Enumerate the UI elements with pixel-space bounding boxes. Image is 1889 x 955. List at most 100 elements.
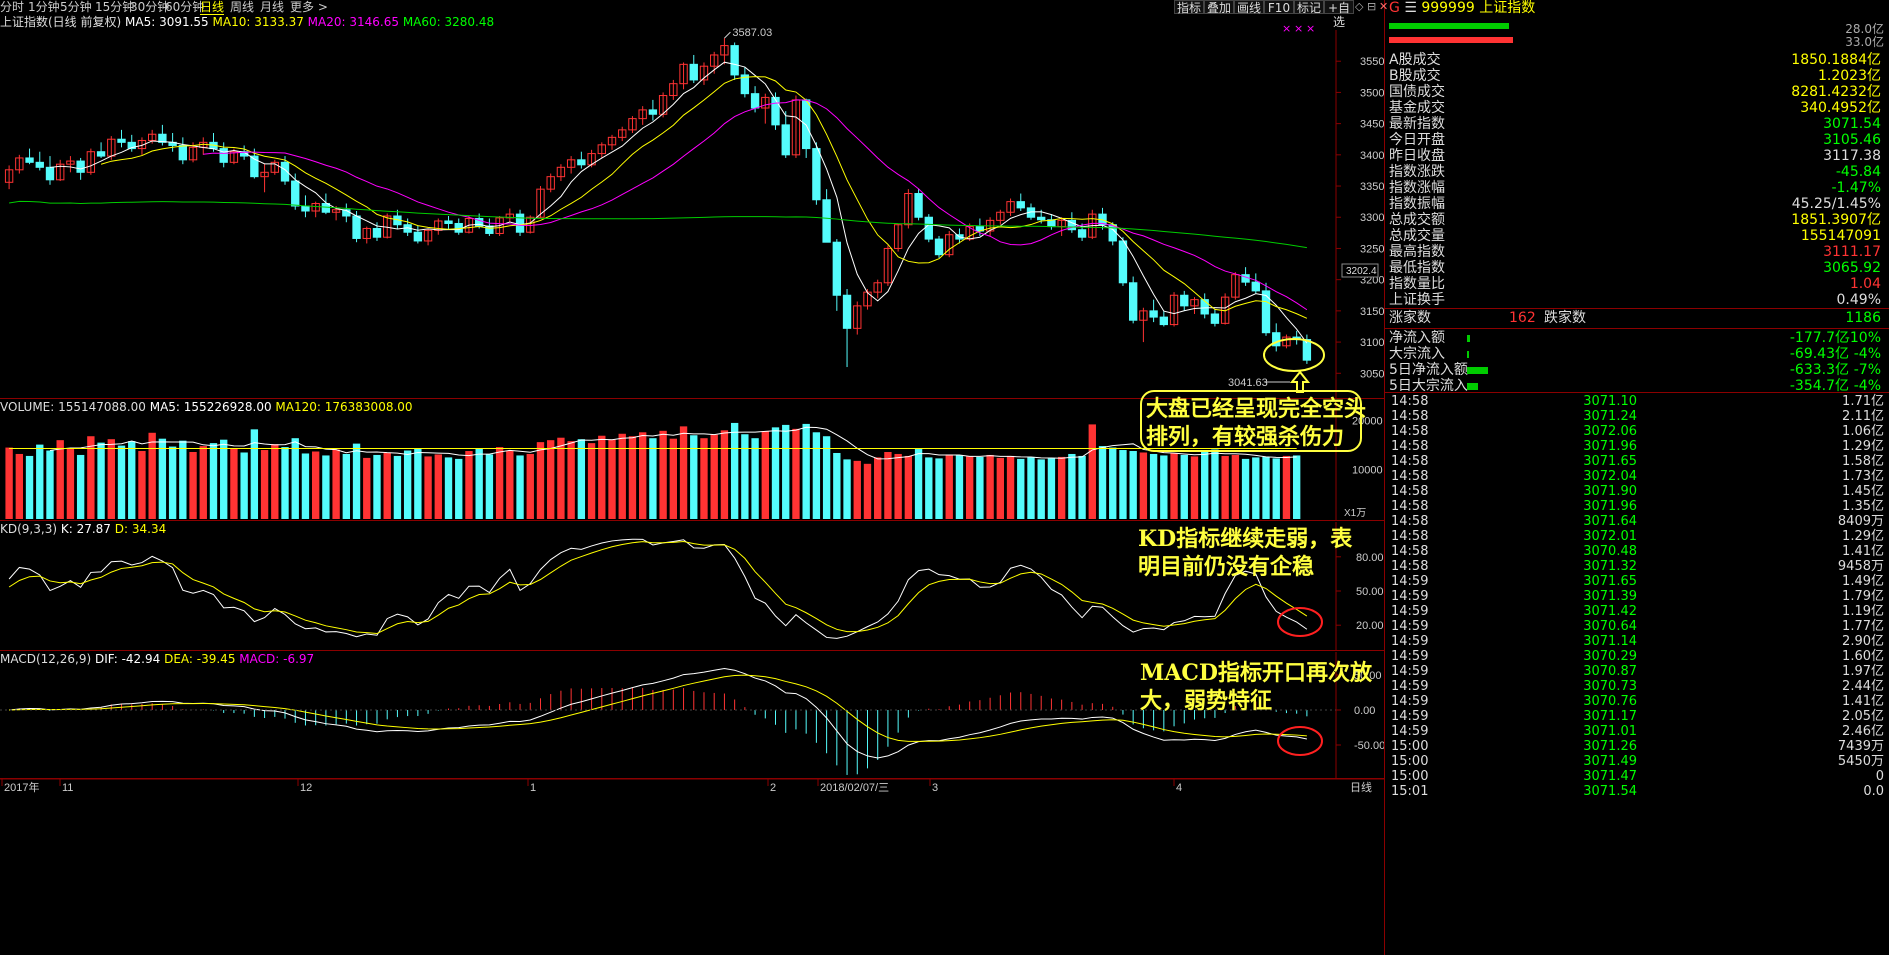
volume-bar <box>1170 452 1178 519</box>
volume-bar <box>986 454 994 519</box>
menu-icon[interactable]: ☰ <box>1404 0 1417 16</box>
toolbar-button[interactable]: +自选 <box>1324 0 1354 29</box>
window-control-icon[interactable]: ⊟ <box>1367 0 1377 13</box>
volume-bar <box>1057 456 1066 519</box>
tick-time: 14:58 <box>1391 469 1429 484</box>
kline-chart[interactable]: 3550350034503400335033003250320031503100… <box>0 0 1384 955</box>
volume-bar <box>465 451 473 519</box>
volume-bar <box>301 453 310 519</box>
candle <box>842 294 852 329</box>
flow-row: 净流入额 -177.7亿 -10% <box>1389 329 1889 348</box>
quote-value: -45.84 <box>1835 164 1881 180</box>
tick-time: 14:58 <box>1391 559 1429 574</box>
toolbar-button[interactable]: F10 <box>1264 0 1294 15</box>
window-control-icon[interactable]: ◇ <box>1355 0 1364 13</box>
candle <box>454 222 463 233</box>
period-tab[interactable]: 日线 <box>200 0 225 15</box>
volume-bar <box>250 429 259 519</box>
quote-label: A股成交 <box>1389 52 1441 68</box>
d-line <box>8 540 1308 635</box>
volume-bar <box>751 438 759 519</box>
tick-time: 14:59 <box>1391 724 1429 739</box>
y-tick-label: 3450 <box>1360 119 1384 131</box>
tick-price: 3070.48 <box>1583 544 1637 559</box>
candle <box>76 160 85 173</box>
volume-bar <box>383 452 391 519</box>
marker-icon: × <box>1306 22 1316 35</box>
fall-label: 跌家数 <box>1544 310 1586 326</box>
tick-row: 15:00 3071.49 5450万 <box>1385 753 1889 771</box>
volume-bar <box>976 456 984 519</box>
volume-bar <box>679 426 688 519</box>
volume-bar <box>782 424 790 519</box>
quote-label: 最新指数 <box>1389 116 1445 132</box>
quote-label: 总成交额 <box>1389 212 1445 228</box>
tick-row: 14:58 3071.64 8409万 <box>1385 513 1889 531</box>
quote-value: 3071.54 <box>1823 116 1881 132</box>
tick-volume: 2.11亿 <box>1842 409 1884 424</box>
tick-price: 3072.06 <box>1583 424 1637 439</box>
tick-time: 14:58 <box>1391 514 1429 529</box>
tick-volume: 9458万 <box>1837 559 1884 574</box>
period-tab[interactable]: 5分钟 <box>60 0 92 14</box>
tick-volume: 1.73亿 <box>1842 469 1884 484</box>
toolbar-button[interactable]: 指标 <box>1174 0 1204 15</box>
volume-bar <box>393 455 402 519</box>
tick-price: 3071.49 <box>1583 754 1637 769</box>
candle <box>1139 310 1148 321</box>
period-tab[interactable]: 周线 <box>230 0 255 14</box>
candle <box>96 151 106 157</box>
g-badge[interactable]: G <box>1389 0 1400 16</box>
divider <box>0 398 1384 399</box>
volume-bar <box>168 446 177 519</box>
volume-bar <box>1241 458 1250 519</box>
quote-value: 3111.17 <box>1823 244 1881 260</box>
period-tab[interactable]: 月线 <box>260 0 285 14</box>
toolbar-button[interactable]: 叠加 <box>1204 0 1234 15</box>
window-control-icon[interactable]: ✕ <box>1379 0 1389 13</box>
toolbar-button[interactable]: 画线 <box>1234 0 1264 15</box>
divider <box>1385 308 1889 309</box>
candle <box>924 216 933 240</box>
candle <box>56 163 65 181</box>
period-tab[interactable]: 分时 <box>0 0 25 14</box>
period-tab[interactable]: 15分钟 <box>95 0 135 14</box>
volume-bar <box>792 428 800 519</box>
quote-label: 国债成交 <box>1389 84 1445 100</box>
period-tab[interactable]: 1分钟 <box>28 0 60 14</box>
y-tick-label: 20000 <box>1352 415 1383 427</box>
volume-bar <box>1190 456 1199 519</box>
volume-bar <box>1262 456 1270 519</box>
candle <box>444 220 453 224</box>
quote-row: 最新指数 3071.54 <box>1389 115 1889 134</box>
volume-bar <box>914 449 923 519</box>
highlight-ellipse <box>1263 338 1325 372</box>
volume-bar <box>1047 458 1056 519</box>
candle <box>515 213 525 233</box>
candle <box>25 157 34 163</box>
y-tick-label: 3150 <box>1360 306 1384 318</box>
buy-volume-bar <box>1389 23 1509 29</box>
tick-row: 14:59 3071.14 2.90亿 <box>1385 633 1889 651</box>
volume-bar <box>659 430 667 519</box>
toolbar-button[interactable]: 标记 <box>1294 0 1324 15</box>
volume-chart-info: VOLUME: 155147088.00 MA5: 155226928.00 M… <box>0 400 413 414</box>
marker-icon: × <box>1294 22 1304 35</box>
tick-price: 3071.01 <box>1583 724 1637 739</box>
candle <box>556 166 566 178</box>
candle <box>914 193 923 218</box>
tick-time: 14:58 <box>1391 544 1429 559</box>
y-tick-label: 3250 <box>1360 243 1384 255</box>
volume-bar <box>945 454 953 519</box>
tick-price: 3071.17 <box>1583 709 1637 724</box>
volume-bar <box>5 447 13 519</box>
candle <box>566 159 576 168</box>
period-tab[interactable]: 60分钟 <box>165 0 205 14</box>
x-tick-label: 11 <box>62 782 73 794</box>
candle <box>331 209 341 213</box>
period-tab[interactable]: 更多 > <box>290 0 328 14</box>
tick-volume: 8409万 <box>1837 514 1884 529</box>
marker-icon: × <box>1282 22 1292 35</box>
period-tab[interactable]: 30分钟 <box>130 0 170 14</box>
volume-bar <box>1272 458 1280 519</box>
